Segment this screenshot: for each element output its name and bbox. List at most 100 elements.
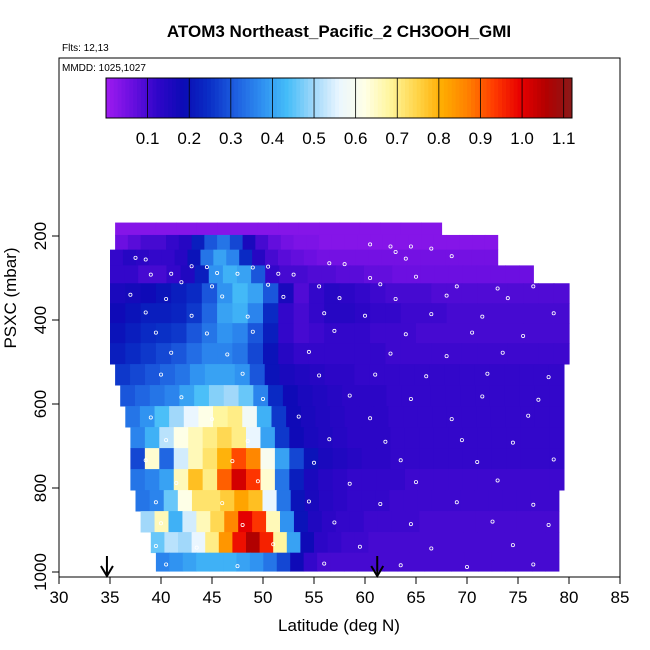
heatmap-cell [416,323,432,344]
heatmap-cell [419,427,435,449]
heatmap-cell [303,249,318,266]
heatmap-cell [458,249,473,266]
heatmap-cell [502,490,518,512]
sample-point [322,561,327,566]
colorbar-segment [568,78,573,118]
heatmap-cell [140,303,157,324]
heatmap-cell [404,427,420,449]
heatmap-cell [201,343,218,365]
heatmap-cell [280,511,295,533]
heatmap-cell [278,343,295,365]
heatmap-cell [354,283,371,304]
sample-point [306,499,311,504]
heatmap-cell [173,448,189,470]
heatmap-cell [330,552,345,572]
heatmap-cell [177,490,193,512]
colorbar-segment [494,78,499,118]
heatmap-cell [327,385,343,407]
heatmap-cell [217,469,233,491]
sample-point [327,261,332,266]
sample-point [245,314,250,319]
heatmap-cell [400,303,417,324]
heatmap-cell [422,532,437,554]
sample-point [429,312,434,317]
heatmap-cell [506,469,522,491]
heatmap-cell [174,364,191,386]
heatmap-cell [436,532,451,554]
heatmap-cell [419,469,435,491]
heatmap-cell [450,532,465,554]
heatmap-cell [303,427,319,449]
heatmap-cell [242,406,258,428]
heatmap-cell [159,364,176,386]
heatmap-cell [385,283,402,304]
heatmap-cell [274,427,290,449]
heatmap-cell [321,265,337,284]
heatmap-cell [370,303,386,324]
heatmap-cell [461,511,476,533]
heatmap-cell [327,532,342,554]
sample-point [250,329,255,334]
heatmap-cell [174,249,189,266]
heatmap-cell [222,265,238,284]
heatmap-cell [218,532,233,554]
heatmap-cell [229,234,244,251]
x-axis: 30 35 40 45 50 55 60 65 70 75 80 85 [50,577,629,607]
sample-point [495,478,500,483]
heatmap-cell [188,469,204,491]
sample-point [546,375,551,380]
heatmap-cell [282,385,299,407]
heatmap-cell [394,249,408,266]
heatmap-cell [286,532,301,554]
heatmap-cell [188,427,204,449]
heatmap-cell [389,490,405,512]
heatmap-cell [361,448,377,470]
sample-point [383,439,388,444]
sample-point [245,438,250,443]
heatmap-cell [130,469,146,491]
colorbar-segment [218,78,223,118]
heatmap-cell [535,427,551,449]
sample-point [164,296,169,301]
sample-point [500,350,505,355]
heatmap-cell [505,265,520,284]
colorbar-segment [521,78,526,118]
heatmap-cell [217,222,239,236]
heatmap-cell [194,265,210,284]
sample-point [266,282,271,287]
sample-point [393,296,398,301]
heatmap-cell [196,222,218,236]
heatmap-cell [140,343,157,365]
heatmap-cell [363,511,379,533]
heatmap-cell [236,552,251,572]
heatmap-cell [227,406,243,428]
heatmap-cell [448,469,464,491]
colorbar-segment [486,78,491,118]
colorbar-segment [288,78,293,118]
colorbar-segment [412,78,418,118]
sample-point [444,293,449,298]
heatmap-cell [377,511,393,533]
colorbar-segment [117,78,123,118]
colorbar-segment [505,78,511,118]
heatmap-cell [306,234,320,251]
colorbar-segment [175,78,181,118]
heatmap-cell [357,552,372,572]
sample-point [332,328,337,333]
heatmap-cell [205,532,220,554]
heatmap-cell [349,265,365,284]
heatmap-cell [308,283,325,304]
heatmap-cell [268,385,284,407]
heatmap-cell [437,552,452,572]
heatmap-cell [381,249,395,266]
heatmap-cell [433,234,448,251]
heatmap-cell [183,406,199,428]
heatmap-cell [354,343,371,365]
heatmap-cell [308,303,325,324]
y-axis-label: PSXC (mbar) [1,247,20,348]
colorbar-segment [249,78,255,118]
heatmap-cell [431,343,448,365]
sample-point [521,333,526,338]
heatmap-cell [319,234,333,251]
heatmap-cell [403,490,419,512]
